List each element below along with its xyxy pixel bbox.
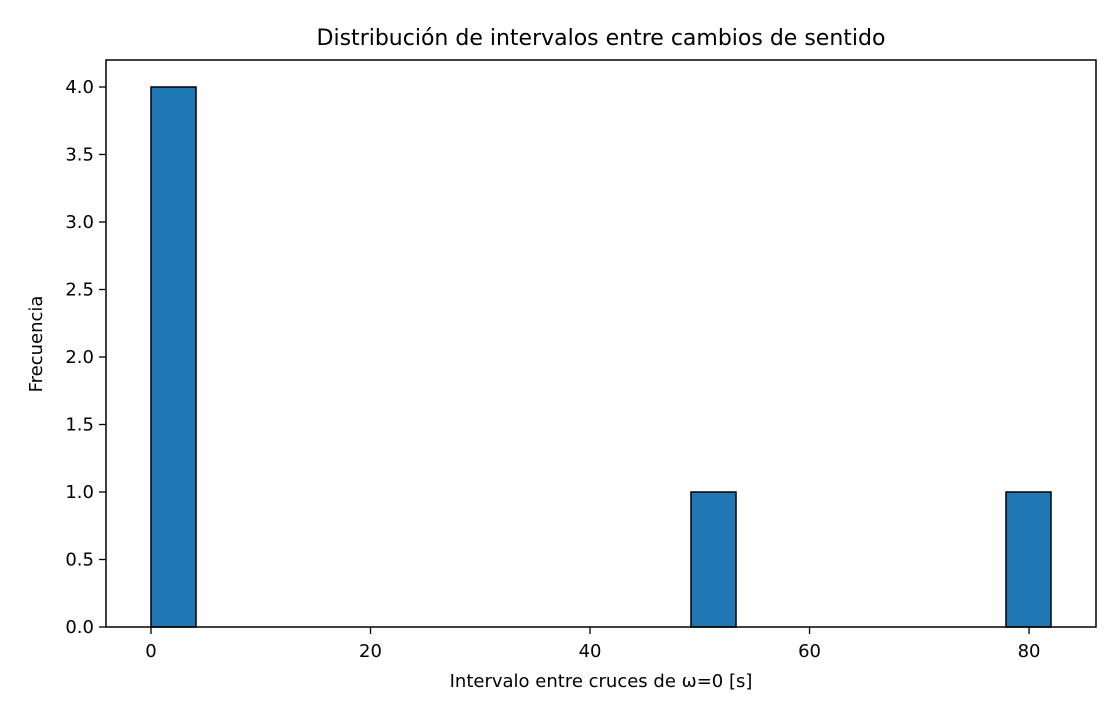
y-tick-label: 2.5 [65,280,94,301]
bars-layer [150,86,1052,628]
x-axis-label: Intervalo entre cruces de ω=0 [s] [450,671,753,692]
histogram-bar-0 [150,86,197,628]
y-tick-label: 3.5 [65,145,94,166]
y-tick-label: 2.0 [65,347,94,368]
chart-title: Distribución de intervalos entre cambios… [317,26,886,51]
x-tick-label: 40 [579,641,602,662]
plot-frame [105,59,1097,628]
y-tick-label: 3.0 [65,212,94,233]
y-tick-label: 0.0 [65,617,94,638]
y-axis-label: Frecuencia [26,296,47,393]
y-tick-label: 0.5 [65,550,94,571]
y-tick-label: 4.0 [65,77,94,98]
y-tick-label: 1.0 [65,482,94,503]
x-tick-label: 80 [1018,641,1041,662]
x-tick-label: 0 [145,641,156,662]
ticks-layer: 0 20 40 60 80 0.0 0.5 1.0 1.5 2.0 2.5 3.0 3.5 4.0 [65,77,1040,662]
y-tick-label: 1.5 [65,415,94,436]
histogram-bar-2 [1005,491,1052,628]
histogram-bar-1 [690,491,737,628]
x-tick-label: 20 [359,641,382,662]
x-tick-label: 60 [798,641,821,662]
